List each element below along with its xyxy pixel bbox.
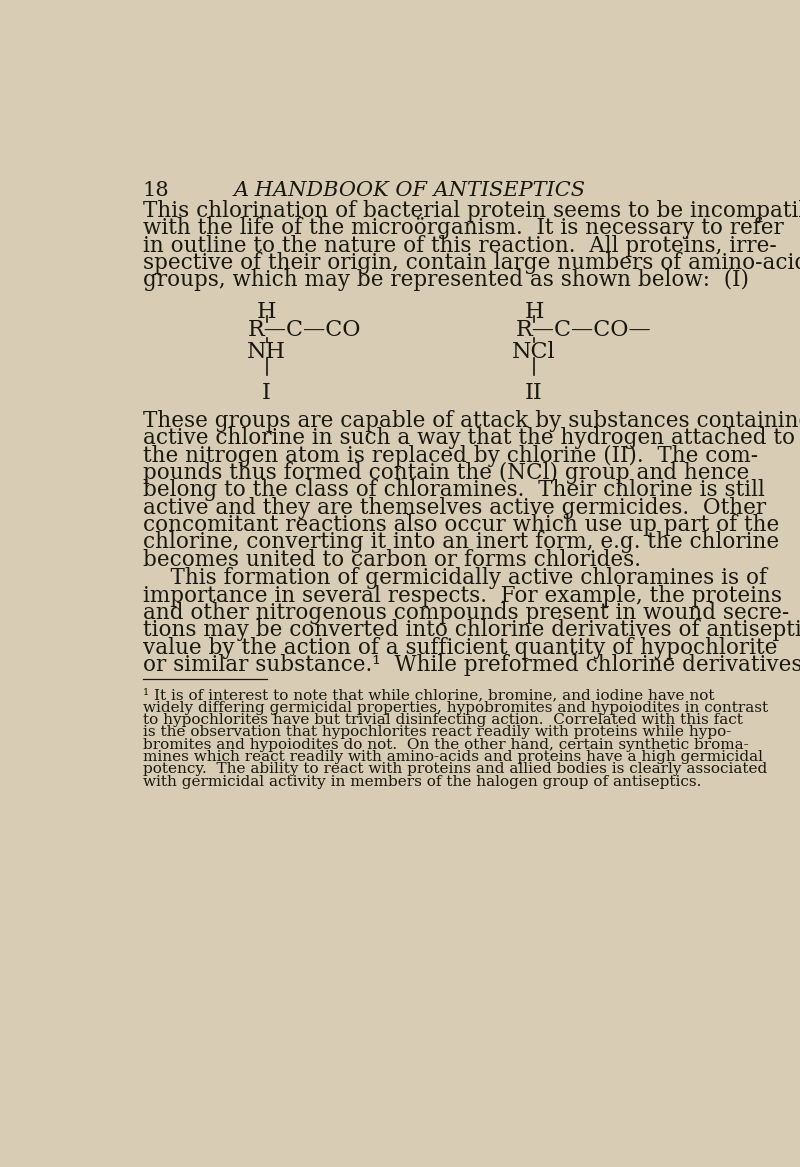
Text: R—C—CO: R—C—CO — [248, 319, 362, 341]
Text: and other nitrogenous compounds present in wound secre-: and other nitrogenous compounds present … — [142, 602, 789, 624]
Text: H: H — [257, 301, 276, 322]
Text: groups, which may be represented as shown below:  (I): groups, which may be represented as show… — [142, 270, 749, 292]
Text: bromites and hypoiodites do not.  On the other hand, certain synthetic broma-: bromites and hypoiodites do not. On the … — [142, 738, 748, 752]
Text: becomes united to carbon or forms chlorides.: becomes united to carbon or forms chlori… — [142, 548, 641, 571]
Text: widely differing germicidal properties, hypobromites and hypoiodites in contrast: widely differing germicidal properties, … — [142, 700, 768, 714]
Text: spective of their origin, contain large numbers of amino-acid: spective of their origin, contain large … — [142, 252, 800, 274]
Text: chlorine, converting it into an inert form, e.g. the chlorine: chlorine, converting it into an inert fo… — [142, 531, 778, 553]
Text: These groups are capable of attack by substances containing: These groups are capable of attack by su… — [142, 410, 800, 432]
Text: to hypochlorites have but trivial disinfecting action.  Correlated with this fac: to hypochlorites have but trivial disinf… — [142, 713, 742, 727]
Text: active and they are themselves active germicides.  Other: active and they are themselves active ge… — [142, 496, 766, 518]
Text: concomitant reactions also occur which use up part of the: concomitant reactions also occur which u… — [142, 513, 779, 536]
Text: tions may be converted into chlorine derivatives of antiseptic: tions may be converted into chlorine der… — [142, 620, 800, 642]
Text: 18: 18 — [142, 181, 170, 200]
Text: the nitrogen atom is replaced by chlorine (II).  The com-: the nitrogen atom is replaced by chlorin… — [142, 445, 758, 467]
Text: belong to the class of chloramines.  Their chlorine is still: belong to the class of chloramines. Thei… — [142, 480, 765, 501]
Text: potency.  The ability to react with proteins and allied bodies is clearly associ: potency. The ability to react with prote… — [142, 762, 767, 776]
Text: or similar substance.¹  While preformed chlorine derivatives: or similar substance.¹ While preformed c… — [142, 654, 800, 676]
Text: is the observation that hypochlorites react readily with proteins while hypo-: is the observation that hypochlorites re… — [142, 725, 731, 739]
Text: with the life of the microörganism.  It is necessary to refer: with the life of the microörganism. It i… — [142, 217, 783, 239]
Text: importance in several respects.  For example, the proteins: importance in several respects. For exam… — [142, 585, 782, 607]
Text: mines which react readily with amino-acids and proteins have a high germicidal: mines which react readily with amino-aci… — [142, 750, 762, 764]
Text: I: I — [262, 383, 271, 404]
Text: ¹ It is of interest to note that while chlorine, bromine, and iodine have not: ¹ It is of interest to note that while c… — [142, 689, 714, 703]
Text: value by the action of a sufficient quantity of hypochlorite: value by the action of a sufficient quan… — [142, 637, 777, 658]
Text: active chlorine in such a way that the hydrogen attached to: active chlorine in such a way that the h… — [142, 427, 794, 449]
Text: pounds thus formed contain the (NCl) group and hence: pounds thus formed contain the (NCl) gro… — [142, 462, 749, 484]
Text: This chlorination of bacterial protein seems to be incompatible: This chlorination of bacterial protein s… — [142, 200, 800, 222]
Text: in outline to the nature of this reaction.  All proteins, irre-: in outline to the nature of this reactio… — [142, 235, 776, 257]
Text: H: H — [524, 301, 544, 322]
Text: A HANDBOOK OF ANTISEPTICS: A HANDBOOK OF ANTISEPTICS — [234, 181, 586, 200]
Text: II: II — [525, 383, 543, 404]
Text: with germicidal activity in members of the halogen group of antiseptics.: with germicidal activity in members of t… — [142, 775, 701, 789]
Text: NH: NH — [247, 341, 286, 363]
Text: This formation of germicidally active chloramines is of: This formation of germicidally active ch… — [142, 567, 766, 589]
Text: R—C—CO—: R—C—CO— — [515, 319, 651, 341]
Text: NCl: NCl — [512, 341, 556, 363]
